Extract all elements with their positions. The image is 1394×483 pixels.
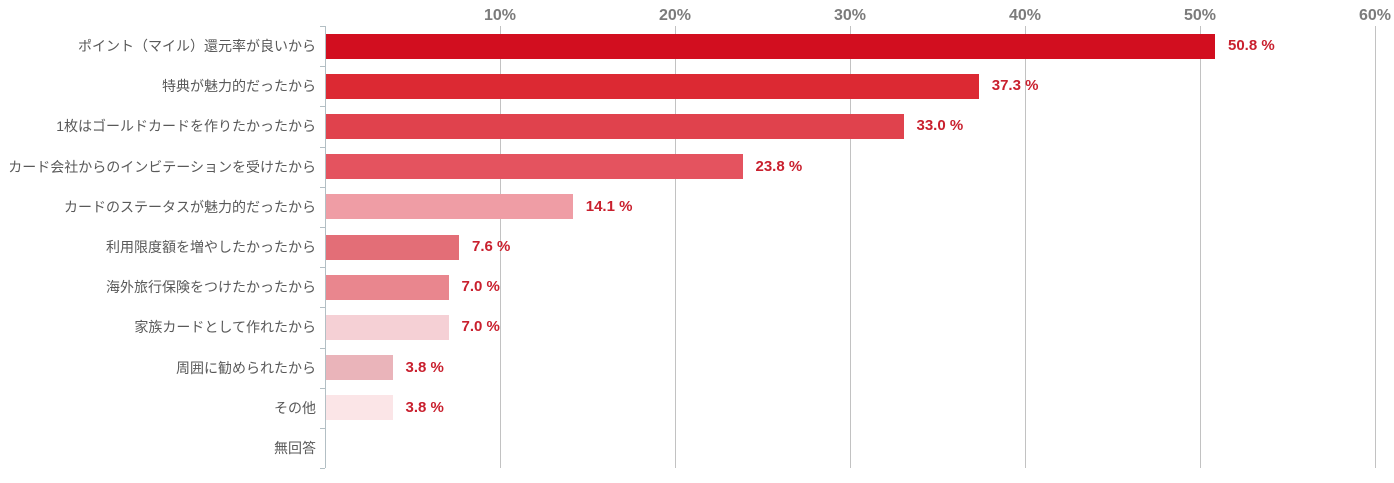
gridline <box>1200 26 1201 469</box>
y-axis-tick <box>320 347 325 349</box>
gridline <box>675 26 676 469</box>
x-axis-tick-label: 10% <box>483 7 517 24</box>
value-label: 3.8 % <box>405 358 444 376</box>
bar <box>326 33 1215 59</box>
bar <box>326 315 449 340</box>
value-label: 14.1 % <box>585 197 633 215</box>
y-axis-tick <box>320 387 325 389</box>
category-label: 周囲に勧められたから <box>176 359 316 376</box>
y-axis-tick <box>320 186 325 188</box>
bar <box>326 234 459 260</box>
category-label: 海外旅行保険をつけたかったから <box>106 279 316 296</box>
y-axis-tick <box>320 26 325 27</box>
bar <box>326 154 743 180</box>
x-axis-tick-label: 40% <box>1008 7 1042 24</box>
x-axis-tick-label: 20% <box>658 7 692 24</box>
category-label: 特典が魅力的だったから <box>162 78 316 95</box>
value-label: 37.3 % <box>991 77 1039 95</box>
gridline <box>1375 26 1376 469</box>
gridline <box>1025 26 1026 469</box>
category-label: 1枚はゴールドカードを作りたかったから <box>56 118 316 135</box>
value-label: 7.6 % <box>472 238 511 255</box>
y-axis-tick <box>320 227 325 228</box>
bar <box>326 114 904 139</box>
y-axis-tick <box>320 267 325 269</box>
category-label: ポイント（マイル）還元率が良いから <box>78 38 316 54</box>
category-label: 利用限度額を増やしたかったから <box>106 239 316 255</box>
value-label: 7.0 % <box>461 278 500 296</box>
bar <box>326 395 393 421</box>
bar <box>326 73 979 99</box>
y-axis-tick <box>320 106 325 108</box>
category-label: カード会社からのインビテーションを受けたから <box>8 158 316 175</box>
value-label: 3.8 % <box>405 398 444 416</box>
value-label: 50.8 % <box>1228 37 1275 54</box>
x-axis-tick-label: 50% <box>1183 7 1217 24</box>
category-label: 無回答 <box>274 440 316 456</box>
value-label: 33.0 % <box>916 117 964 135</box>
y-axis-tick <box>320 468 325 470</box>
y-axis-tick <box>320 146 325 148</box>
bar <box>326 274 449 300</box>
gridline <box>500 26 501 469</box>
category-label: 家族カードとして作れたから <box>134 319 316 336</box>
category-label: カードのステータスが魅力的だったから <box>64 198 316 215</box>
value-label: 23.8 % <box>755 157 803 175</box>
value-label: 7.0 % <box>461 318 500 336</box>
category-label: その他 <box>274 399 316 416</box>
x-axis-tick-label: 30% <box>833 7 867 24</box>
y-axis-line <box>325 26 326 469</box>
gridline <box>850 26 851 469</box>
x-axis-tick-label: 60% <box>1358 7 1392 24</box>
bar <box>326 194 573 220</box>
bar <box>326 355 393 381</box>
y-axis-tick <box>320 307 325 309</box>
y-axis-tick <box>320 66 325 68</box>
y-axis-tick <box>320 428 325 429</box>
